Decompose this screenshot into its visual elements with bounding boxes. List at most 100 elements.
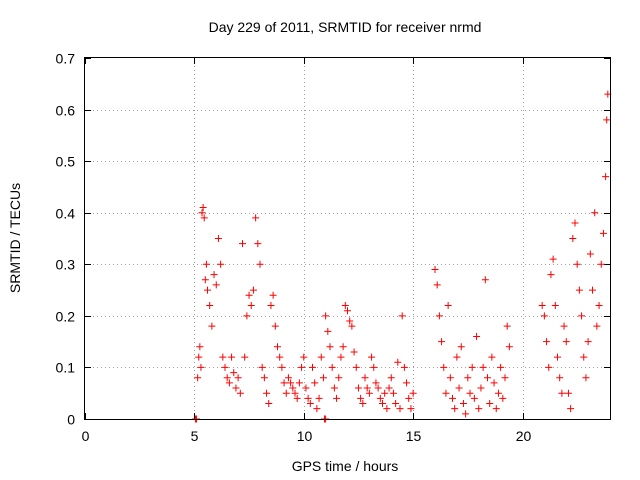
data-point [330, 384, 338, 392]
data-point [284, 374, 292, 382]
data-point [197, 363, 205, 371]
data-point [433, 281, 441, 289]
data-point [276, 353, 284, 361]
data-point [245, 291, 253, 299]
data-point [597, 260, 605, 268]
data-point [210, 271, 218, 279]
data-point [354, 384, 362, 392]
x-tick-label: 5 [191, 428, 199, 444]
data-point [280, 379, 288, 387]
data-point [505, 343, 513, 351]
data-point [468, 363, 476, 371]
data-point [311, 379, 319, 387]
data-point [350, 348, 358, 356]
data-point [573, 260, 581, 268]
grid-lines [85, 58, 610, 419]
data-point [361, 374, 369, 382]
data-point [501, 374, 509, 382]
data-point [484, 374, 491, 382]
data-point [490, 379, 498, 387]
data-point [322, 312, 330, 320]
y-tick-label: 0.7 [56, 51, 76, 67]
data-point [464, 374, 472, 382]
data-point [236, 389, 244, 397]
data-point [241, 353, 249, 361]
data-point [409, 389, 417, 397]
data-point [258, 363, 266, 371]
data-point [295, 379, 303, 387]
data-point [488, 353, 496, 361]
data-point [271, 322, 279, 330]
data-point [319, 374, 327, 382]
data-point [300, 353, 308, 361]
data-point [247, 302, 255, 310]
data-point [269, 291, 277, 299]
y-tick-label: 0.1 [56, 360, 76, 376]
data-point [435, 312, 443, 320]
data-point [243, 312, 251, 320]
data-point [545, 363, 553, 371]
data-point [591, 209, 599, 217]
data-point [298, 363, 306, 371]
data-point [374, 384, 382, 392]
data-point [457, 343, 465, 351]
data-point [453, 353, 461, 361]
data-point [560, 322, 568, 330]
data-point [444, 302, 452, 310]
data-point [306, 400, 314, 408]
data-point [602, 173, 610, 181]
data-point [540, 312, 548, 320]
data-point [370, 363, 378, 371]
data-point [202, 260, 210, 268]
data-point [333, 394, 341, 402]
data-point [589, 286, 596, 294]
data-point [549, 255, 557, 263]
data-point [282, 389, 290, 397]
data-point [446, 374, 454, 382]
data-point [195, 353, 203, 361]
data-point [200, 214, 208, 222]
data-point [547, 271, 555, 279]
data-point [477, 384, 485, 392]
data-point [554, 353, 561, 361]
data-point [578, 312, 586, 320]
data-point [481, 276, 489, 284]
data-point [214, 235, 222, 242]
x-tick-label: 20 [516, 428, 532, 444]
data-point [379, 400, 386, 408]
data-point [486, 400, 494, 408]
data-point [199, 204, 207, 212]
data-point [470, 394, 478, 402]
data-point [407, 405, 415, 413]
data-point [225, 379, 233, 387]
data-point [249, 286, 257, 294]
data-point [451, 405, 459, 413]
data-point [389, 389, 397, 397]
data-point [252, 214, 260, 222]
axis-ticks [85, 58, 610, 420]
data-point [564, 389, 572, 397]
data-point [194, 374, 202, 382]
data-point [558, 389, 566, 397]
data-point [567, 405, 575, 413]
data-point [499, 394, 507, 402]
data-point [368, 353, 376, 361]
data-point [593, 322, 601, 330]
data-point [204, 286, 211, 294]
x-tick-label: 10 [297, 428, 313, 444]
chart-title: Day 229 of 2011, SRMTID for receiver nrm… [209, 19, 482, 35]
data-point [339, 343, 347, 351]
data-point [234, 374, 242, 382]
data-point [352, 363, 360, 371]
data-point [274, 343, 281, 351]
data-point [551, 302, 559, 310]
data-point [208, 322, 216, 330]
data-point [317, 353, 325, 361]
data-point [341, 302, 349, 310]
data-point [260, 374, 268, 382]
data-point [198, 209, 206, 217]
data-point [263, 389, 271, 397]
data-point [313, 405, 321, 413]
data-point [385, 384, 393, 392]
data-point [265, 400, 273, 408]
